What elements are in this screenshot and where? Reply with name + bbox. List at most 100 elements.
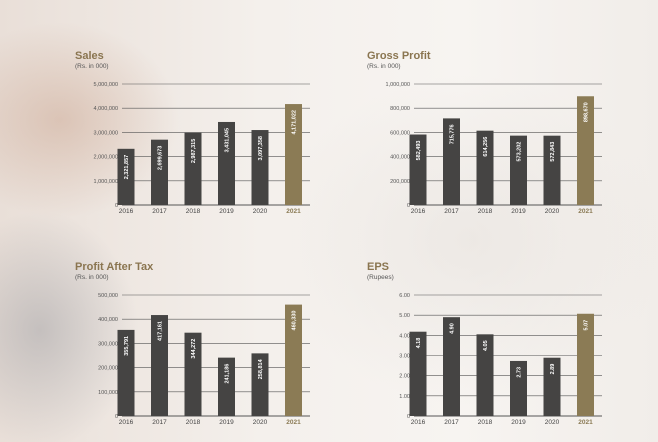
y-tick-label: 400,000: [98, 317, 118, 323]
data-label: 4.18: [416, 338, 422, 349]
y-tick-label: 800,000: [390, 106, 410, 112]
y-tick-label: 500,000: [98, 293, 118, 299]
y-tick-label: 600,000: [390, 130, 410, 136]
y-tick-label: 5,000,000: [94, 82, 118, 88]
gross-profit-chart-panel: Gross Profit (Rs. in 000) 0 200,000 400,00…: [367, 50, 627, 230]
y-tick-label: 200,000: [390, 179, 410, 185]
data-label: 573,202: [516, 142, 522, 162]
data-label: 344,272: [191, 339, 197, 359]
bar: [251, 130, 269, 205]
x-tick-label: 2021: [578, 419, 593, 426]
chart-title: Gross Profit: [367, 50, 431, 62]
bar: [117, 148, 135, 205]
bar: [409, 331, 427, 416]
x-tick-label: 2020: [545, 419, 560, 426]
data-label: 898,670: [583, 102, 589, 122]
y-tick-label: 1,000,000: [94, 179, 118, 185]
x-tick-label: 2017: [152, 419, 167, 426]
chart-title: Sales: [75, 50, 104, 62]
chart-subtitle: (Rs. in 000): [75, 63, 109, 70]
bar: [218, 121, 235, 205]
bar: [151, 139, 168, 205]
data-label: 460,330: [291, 311, 297, 331]
bar: [476, 130, 494, 205]
bar: [510, 135, 527, 205]
x-tick-label: 2021: [286, 419, 301, 426]
y-tick-label: 0: [115, 414, 118, 420]
data-label: 4.90: [449, 323, 455, 334]
data-label: 3,097,358: [258, 136, 264, 160]
bar: [117, 329, 135, 416]
x-tick-label: 2017: [444, 419, 459, 426]
y-tick-label: 3.00: [399, 354, 410, 360]
data-label: 417,161: [157, 321, 163, 341]
data-label: 4,171,022: [291, 110, 297, 134]
eps-chart-panel: EPS (Rupees) 0 1.00 2.00 3.00 4.00 5.00 6.00 4.…: [367, 261, 627, 441]
bar: [218, 357, 235, 416]
eps-bar-chart: 0 1.00 2.00 3.00 4.00 5.00 6.00 4.18 2016 4.90 201…: [399, 293, 602, 426]
data-label: 2.73: [516, 367, 522, 378]
y-tick-label: 2,000,000: [94, 155, 118, 161]
data-label: 582,493: [416, 141, 422, 161]
y-tick-label: 0: [407, 414, 410, 420]
chart-subtitle: (Rupees): [367, 274, 394, 281]
y-tick-label: 400,000: [390, 155, 410, 161]
x-tick-label: 2019: [511, 419, 526, 426]
chart-subtitle: (Rs. in 000): [75, 274, 109, 281]
bar: [184, 132, 202, 205]
x-tick-label: 2016: [411, 208, 426, 215]
sales-bar-chart: 0 1,000,000 2,000,000 3,000,000 4,000,000 5,0…: [94, 82, 310, 215]
x-tick-label: 2018: [478, 208, 493, 215]
y-tick-label: 0: [115, 203, 118, 209]
x-tick-label: 2016: [411, 419, 426, 426]
x-tick-label: 2021: [286, 208, 301, 215]
x-tick-label: 2018: [186, 208, 201, 215]
data-label: 614,256: [483, 137, 489, 157]
bar: [476, 334, 494, 416]
x-tick-label: 2020: [253, 208, 268, 215]
data-label: 258,814: [258, 358, 264, 379]
bar: [443, 118, 460, 205]
chart-subtitle: (Rs. in 000): [367, 63, 401, 70]
x-tick-label: 2020: [253, 419, 268, 426]
data-label: 2,987,315: [191, 139, 197, 163]
y-tick-label: 200,000: [98, 366, 118, 372]
data-label: 572,843: [550, 142, 556, 162]
y-tick-label: 3,000,000: [94, 130, 118, 136]
data-label: 2.89: [550, 364, 556, 375]
profit-after-tax-bar-chart: 0 100,000 200,000 300,000 400,000 500,000 355,…: [98, 293, 310, 426]
bar: [543, 357, 561, 416]
y-tick-label: 4.00: [399, 333, 410, 339]
bar: [151, 315, 168, 416]
data-label: 241,186: [224, 364, 230, 384]
profit-after-tax-chart-panel: Profit After Tax (Rs. in 000) 0 100,000 20…: [75, 261, 335, 441]
x-tick-label: 2018: [478, 419, 493, 426]
bar: [577, 313, 594, 416]
x-tick-label: 2019: [511, 208, 526, 215]
bar: [443, 317, 460, 416]
x-tick-label: 2019: [219, 419, 234, 426]
y-tick-label: 1,000,000: [386, 82, 410, 88]
bar: [285, 304, 302, 416]
data-label: 5.07: [583, 320, 589, 331]
x-tick-label: 2017: [152, 208, 167, 215]
bar: [184, 332, 202, 416]
y-tick-label: 1.00: [399, 394, 410, 400]
y-tick-label: 5.00: [399, 313, 410, 319]
data-label: 355,791: [124, 336, 130, 356]
y-tick-label: 2.00: [399, 374, 410, 380]
y-tick-label: 6.00: [399, 293, 410, 299]
data-label: 3,431,045: [224, 128, 230, 152]
data-label: 715,776: [449, 124, 455, 144]
bar: [285, 104, 302, 205]
sales-chart-panel: Sales (Rs. in 000) 0 1,000,000 2,000,000 3,…: [75, 50, 335, 230]
x-tick-label: 2021: [578, 208, 593, 215]
y-tick-label: 0: [407, 203, 410, 209]
data-label: 2,699,673: [157, 146, 163, 170]
data-label: 2,321,857: [124, 155, 130, 179]
x-tick-label: 2019: [219, 208, 234, 215]
y-tick-label: 4,000,000: [94, 106, 118, 112]
x-tick-label: 2020: [545, 208, 560, 215]
bar: [251, 353, 269, 416]
chart-title: EPS: [367, 261, 390, 273]
